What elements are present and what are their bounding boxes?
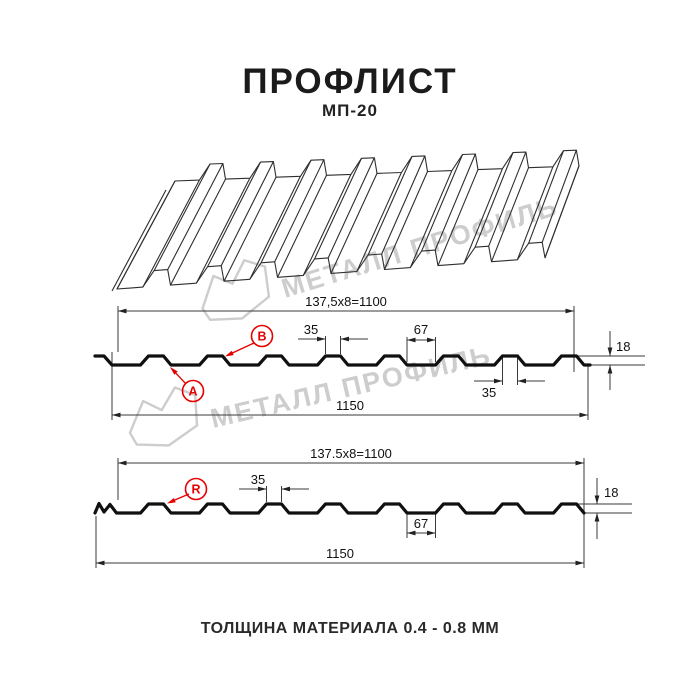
arrowhead-icon bbox=[118, 460, 127, 466]
sheet-3d-rib-edge bbox=[260, 159, 312, 264]
sheet-3d-rib-edge bbox=[327, 157, 375, 259]
sheet-3d-rib-edge bbox=[488, 151, 527, 247]
arrowhead-icon bbox=[112, 412, 121, 418]
dim-width-formula-top: 137,5x8=1100 bbox=[305, 294, 387, 309]
marker-a: A bbox=[181, 379, 205, 403]
sheet-3d-rib-edge bbox=[207, 161, 262, 267]
dim-total-width-bottom: 1150 bbox=[326, 546, 354, 561]
arrowhead-icon bbox=[427, 530, 436, 536]
sheet-3d-rib-edge bbox=[381, 155, 426, 255]
arrowhead-icon bbox=[594, 495, 600, 504]
arrowhead-icon bbox=[565, 308, 574, 314]
dim-valley-width-top: 67 bbox=[414, 322, 428, 337]
arrowhead-icon bbox=[517, 378, 526, 384]
sheet-3d-rib-edge bbox=[142, 179, 200, 288]
sheet-3d-rib-edge bbox=[249, 176, 301, 280]
sheet-3d-rib-edge bbox=[153, 163, 211, 271]
dimension-graphics-bottom bbox=[95, 458, 632, 568]
arrowhead-icon bbox=[407, 530, 416, 536]
sheet-3d-rib-edge bbox=[367, 156, 413, 256]
arrowhead-icon bbox=[258, 486, 267, 492]
marker-r: R bbox=[184, 477, 208, 501]
marker-r-letter: R bbox=[191, 483, 200, 497]
arrowhead-icon bbox=[494, 378, 503, 384]
sheet-3d-view bbox=[111, 149, 580, 292]
dim-rib-top-width-bottom: 35 bbox=[251, 472, 265, 487]
arrowhead-icon bbox=[170, 367, 178, 375]
sheet-3d-rib-edge bbox=[490, 167, 530, 262]
dimension-graphics-top bbox=[111, 306, 645, 420]
sheet-3d-rib-edge bbox=[195, 177, 251, 284]
sheet-3d-rib-edge bbox=[383, 171, 429, 270]
arrowhead-icon bbox=[607, 347, 613, 356]
dim-height-bottom: 18 bbox=[604, 485, 618, 500]
sheet-3d-rib-edge bbox=[220, 161, 274, 266]
arrowhead-icon bbox=[607, 365, 613, 374]
profile-top-outline bbox=[93, 354, 592, 367]
marker-b: B bbox=[250, 324, 274, 348]
material-thickness-note: ТОЛЩИНА МАТЕРИАЛА 0.4 - 0.8 ММ bbox=[201, 620, 500, 637]
watermark-text: МЕТАЛЛ ПРОФИЛЬ bbox=[208, 340, 495, 434]
arrowhead-icon bbox=[594, 513, 600, 522]
sheet-3d-rib-edge bbox=[409, 170, 453, 268]
sheet-3d-rib-edge bbox=[541, 149, 577, 243]
sheet-3d-rib-edge bbox=[516, 166, 554, 261]
sheet-3d-rib-edge bbox=[463, 168, 503, 264]
sheet-3d-rib-edge bbox=[167, 163, 224, 270]
dim-valley-width-bottom: 67 bbox=[414, 516, 428, 531]
arrowhead-icon bbox=[427, 337, 436, 343]
arrowhead-icon bbox=[575, 460, 584, 466]
arrowhead-icon bbox=[407, 337, 416, 343]
sheet-3d-rib-edge bbox=[356, 172, 402, 272]
dim-total-width-top: 1150 bbox=[336, 398, 364, 413]
sheet-3d-rib-edge bbox=[314, 158, 363, 260]
arrowhead-icon bbox=[167, 497, 176, 504]
dim-height-top: 18 bbox=[616, 339, 630, 354]
sheet-3d-rib-edge bbox=[330, 173, 378, 274]
sheet-3d-rib-edge bbox=[274, 159, 325, 263]
arrowhead-icon bbox=[317, 336, 326, 342]
arrowhead-icon bbox=[225, 350, 234, 357]
sheet-3d-rib-edge bbox=[302, 174, 352, 276]
marker-b-letter: B bbox=[257, 330, 266, 344]
sheet-3d-rib-edge bbox=[223, 176, 277, 282]
watermark-middle: МЕТАЛЛ ПРОФИЛЬ bbox=[128, 340, 495, 447]
sheet-3d-rib-edge bbox=[474, 152, 514, 248]
metall-profil-logo-icon bbox=[128, 386, 199, 447]
arrowhead-icon bbox=[340, 336, 349, 342]
sheet-3d-rib-edge bbox=[421, 154, 464, 252]
sheet-3d-rib-edge bbox=[437, 169, 479, 266]
sheet-3d-rib-edge bbox=[434, 153, 476, 251]
arrowhead-icon bbox=[118, 308, 127, 314]
arrowhead-icon bbox=[579, 412, 588, 418]
profile-bottom-outline bbox=[93, 501, 586, 515]
sheet-3d-rib-edge bbox=[544, 165, 580, 258]
sheet-3d-left-hem-edge bbox=[111, 189, 167, 292]
dim-rib-bottom-width-top: 35 bbox=[482, 385, 496, 400]
dim-rib-top-width-top: 35 bbox=[304, 322, 318, 337]
sheet-3d-rib-edge bbox=[528, 150, 565, 244]
sheet-3d-rib-edge bbox=[116, 180, 176, 290]
page-title: ПРОФЛИСТ bbox=[242, 62, 457, 101]
page-subtitle: МП-20 bbox=[322, 101, 378, 120]
arrowhead-icon bbox=[281, 486, 290, 492]
dim-width-formula-bottom: 137.5x8=1100 bbox=[310, 446, 392, 461]
sheet-3d-rib-edge bbox=[277, 175, 327, 278]
profile-section-bottom: 137.5x8=1100 1150 35 18 67 R bbox=[93, 446, 632, 568]
profile-section-top: 137,5x8=1100 1150 35 67 18 35 A B bbox=[93, 294, 645, 420]
arrowhead-icon bbox=[96, 560, 105, 566]
sheet-3d-rib-edge bbox=[170, 178, 226, 286]
arrowhead-icon bbox=[575, 560, 584, 566]
metall-profil-logo-icon bbox=[201, 259, 271, 322]
marker-a-letter: A bbox=[188, 385, 197, 399]
